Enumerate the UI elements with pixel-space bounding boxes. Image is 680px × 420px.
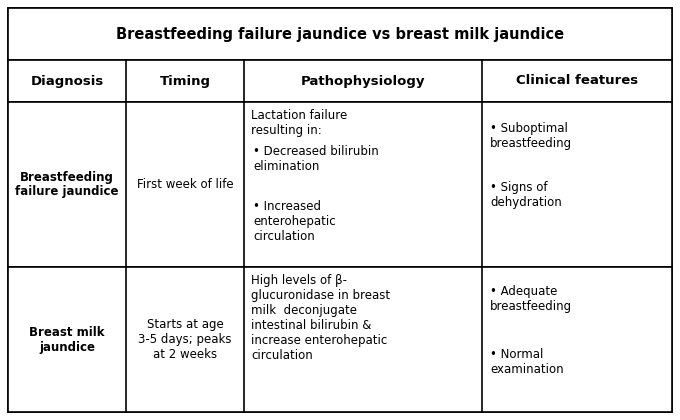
Bar [8, 267, 672, 412]
Bar [8, 60, 672, 102]
Text: • Adequate
breastfeeding: • Adequate breastfeeding [490, 285, 572, 313]
Text: • Suboptimal
breastfeeding: • Suboptimal breastfeeding [490, 122, 572, 150]
Text: Breastfeeding
failure jaundice: Breastfeeding failure jaundice [15, 171, 119, 199]
Text: Clinical features: Clinical features [516, 74, 638, 87]
Text: Starts at age
3-5 days; peaks
at 2 weeks: Starts at age 3-5 days; peaks at 2 weeks [138, 318, 232, 361]
Text: Pathophysiology: Pathophysiology [301, 74, 425, 87]
Bar [8, 8, 672, 60]
Bar [8, 102, 672, 267]
Text: • Normal
examination: • Normal examination [490, 348, 564, 376]
Text: Breast milk
jaundice: Breast milk jaundice [29, 326, 105, 354]
Text: Diagnosis: Diagnosis [31, 74, 103, 87]
Text: High levels of β-
glucuronidase in breast
milk  deconjugate
intestinal bilirubin: High levels of β- glucuronidase in breas… [251, 274, 390, 362]
Text: Timing: Timing [160, 74, 211, 87]
Text: • Signs of
dehydration: • Signs of dehydration [490, 181, 562, 209]
Text: First week of life: First week of life [137, 178, 233, 191]
Text: • Decreased bilirubin
elimination: • Decreased bilirubin elimination [253, 145, 379, 173]
Text: Breastfeeding failure jaundice vs breast milk jaundice: Breastfeeding failure jaundice vs breast… [116, 26, 564, 42]
Text: Lactation failure
resulting in:: Lactation failure resulting in: [251, 109, 347, 137]
Text: • Increased
enterohepatic
circulation: • Increased enterohepatic circulation [253, 200, 336, 243]
